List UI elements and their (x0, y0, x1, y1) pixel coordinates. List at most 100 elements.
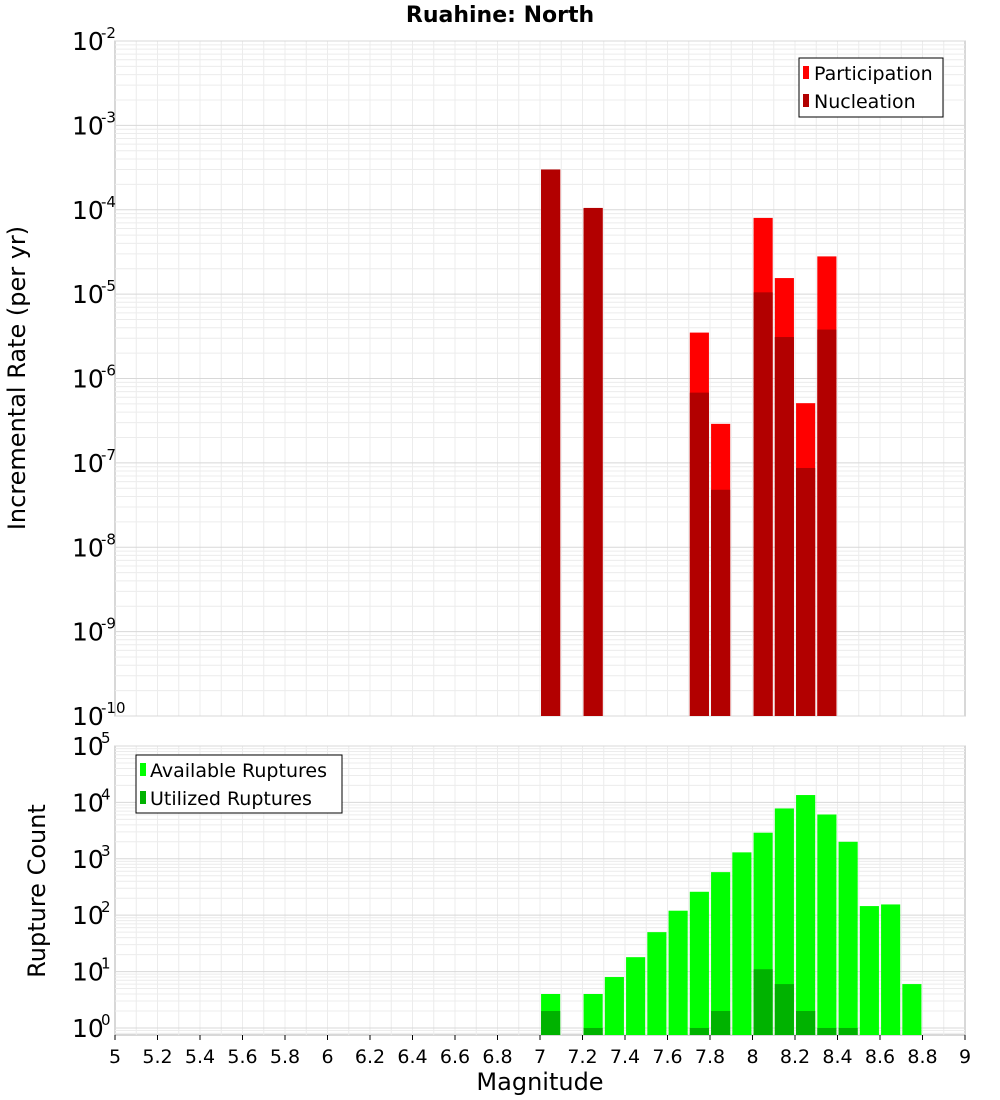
y-tick-exponent: -4 (101, 193, 116, 211)
y-tick-label: 10 (72, 449, 104, 478)
x-tick-label: 6.2 (355, 1046, 385, 1068)
bar-available-ruptures (796, 795, 816, 1035)
y-tick-exponent: -9 (101, 615, 116, 633)
bar-utilized-ruptures (796, 1010, 816, 1035)
x-tick-label: 5.8 (270, 1046, 300, 1068)
bar-utilized-ruptures (817, 1027, 837, 1035)
y-tick-exponent: -3 (101, 108, 116, 126)
legend-swatch-available-ruptures (140, 763, 146, 776)
bar-nucleation (774, 337, 794, 716)
bar-available-ruptures (881, 904, 901, 1035)
y-tick-label: 10 (72, 618, 104, 647)
y-tick-exponent: -2 (101, 24, 116, 42)
y-tick-exponent: 4 (101, 785, 111, 803)
bar-nucleation (541, 169, 561, 716)
x-tick-label: 5.6 (227, 1046, 257, 1068)
top-legend-box (798, 57, 944, 118)
bar-nucleation (689, 392, 709, 716)
bottom-legend-box (135, 754, 343, 814)
legend-swatch-participation (803, 66, 809, 79)
y-tick-exponent: -10 (101, 699, 126, 717)
y-tick-exponent: -8 (101, 530, 116, 548)
bar-nucleation (817, 329, 837, 716)
chart-title: Ruahine: North (406, 3, 594, 28)
x-tick-label: 9 (959, 1046, 971, 1068)
y-tick-exponent: 2 (101, 898, 111, 916)
x-tick-label: 7.8 (695, 1046, 725, 1068)
y-tick-label: 10 (72, 27, 104, 56)
bar-available-ruptures (732, 852, 752, 1035)
bar-available-ruptures (668, 910, 688, 1035)
bar-utilized-ruptures (753, 969, 773, 1035)
top-legend: Participation Nucleation (798, 57, 944, 118)
legend-label-nucleation: Nucleation (814, 91, 916, 113)
y-tick-exponent: -7 (101, 446, 116, 464)
top-bars (541, 169, 837, 716)
x-tick-label: 7 (534, 1046, 546, 1068)
bar-available-ruptures (838, 841, 858, 1035)
y-tick-label: 10 (72, 280, 104, 309)
bar-available-ruptures (626, 957, 646, 1035)
x-tick-label: 6 (321, 1046, 333, 1068)
y-tick-exponent: 3 (101, 842, 111, 860)
y-tick-label: 10 (72, 111, 104, 140)
y-tick-label: 10 (72, 533, 104, 562)
x-tick-label: 6.6 (440, 1046, 470, 1068)
x-tick-label: 8.6 (865, 1046, 895, 1068)
bottom-bars (541, 795, 922, 1035)
bar-available-ruptures (647, 932, 667, 1035)
bar-available-ruptures (689, 891, 709, 1035)
y-tick-exponent: 5 (101, 729, 111, 747)
legend-label-participation: Participation (814, 63, 933, 85)
x-tick-label: 6.8 (482, 1046, 512, 1068)
bar-utilized-ruptures (711, 1010, 731, 1035)
bar-available-ruptures (902, 984, 922, 1035)
x-axis-label: Magnitude (476, 1068, 603, 1096)
x-tick-label: 7.6 (652, 1046, 682, 1068)
bar-available-ruptures (859, 906, 879, 1035)
y-tick-label: 10 (72, 732, 104, 761)
bar-utilized-ruptures (838, 1027, 858, 1035)
bottom-legend: Available Ruptures Utilized Ruptures (135, 754, 343, 814)
x-tick-label: 5.2 (142, 1046, 172, 1068)
bar-available-ruptures (711, 872, 731, 1035)
bar-utilized-ruptures (583, 1027, 603, 1035)
y-tick-exponent: 0 (101, 1011, 111, 1029)
x-tick-label: 6.4 (397, 1046, 427, 1068)
y-tick-label: 10 (72, 901, 104, 930)
legend-label-utilized-ruptures: Utilized Ruptures (150, 788, 312, 810)
x-tick-label: 8.4 (822, 1046, 852, 1068)
x-tick-label: 7.4 (610, 1046, 640, 1068)
x-tick-label: 5 (109, 1046, 121, 1068)
bottom-y-axis-label: Rupture Count (23, 804, 51, 978)
y-tick-label: 10 (72, 702, 104, 731)
y-tick-exponent: -6 (101, 362, 116, 380)
y-tick-label: 10 (72, 365, 104, 394)
bar-utilized-ruptures (774, 984, 794, 1035)
x-tick-label: 8.8 (907, 1046, 937, 1068)
x-tick-label: 5.4 (185, 1046, 215, 1068)
legend-label-available-ruptures: Available Ruptures (150, 760, 327, 782)
bar-nucleation (796, 467, 816, 716)
top-y-axis-label: Incremental Rate (per yr) (3, 226, 31, 530)
x-tick-label: 8 (746, 1046, 758, 1068)
x-ticks: 5 5.2 5.4 5.6 5.8 6 6.2 6.4 6.6 6.8 7 7.2 7.4 7.6 7.8 8… (109, 1035, 971, 1068)
y-tick-label: 10 (72, 958, 104, 987)
bar-available-ruptures (604, 977, 624, 1035)
bar-available-ruptures (774, 808, 794, 1035)
y-tick-label: 10 (72, 845, 104, 874)
bar-available-ruptures (583, 994, 603, 1035)
y-tick-exponent: -5 (101, 277, 116, 295)
y-tick-exponent: 1 (101, 955, 111, 973)
legend-swatch-utilized-ruptures (140, 791, 146, 804)
bar-utilized-ruptures (541, 1010, 561, 1035)
bar-nucleation (711, 489, 731, 716)
x-tick-label: 7.2 (567, 1046, 597, 1068)
y-tick-label: 10 (72, 788, 104, 817)
bar-available-ruptures (817, 814, 837, 1035)
